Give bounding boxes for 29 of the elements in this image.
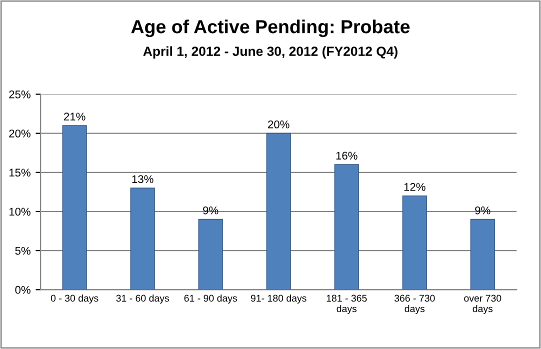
- data-label: 12%: [404, 183, 426, 191]
- x-tick-label: 61 - 90 days: [184, 294, 238, 304]
- chart-subtitle: April 1, 2012 - June 30, 2012 (FY2012 Q4): [143, 46, 398, 59]
- bar: [402, 195, 427, 290]
- bar: [130, 188, 155, 290]
- data-label: 9%: [203, 206, 218, 214]
- x-tick-label: 366 - 730 days: [394, 294, 435, 314]
- y-tick-label: 5%: [15, 246, 30, 255]
- data-label: 21%: [64, 112, 86, 120]
- bar: [266, 132, 291, 290]
- data-label: 13%: [132, 175, 154, 184]
- y-tick-label: 10%: [9, 208, 30, 216]
- x-tick-label: 91- 180 days: [250, 294, 306, 304]
- y-tick-label: 25%: [9, 90, 30, 98]
- data-label: 16%: [336, 152, 358, 160]
- data-label: 9%: [475, 206, 490, 214]
- y-tick-label: 20%: [9, 130, 30, 138]
- x-tick-label: 31 - 60 days: [116, 294, 169, 304]
- bar: [470, 218, 495, 290]
- bar: [198, 218, 223, 290]
- chart-title: Age of Active Pending: Probate: [131, 20, 410, 38]
- x-tick-label: 0 - 30 days: [50, 294, 98, 304]
- bar: [62, 125, 87, 290]
- data-label: 20%: [268, 120, 290, 128]
- y-tick-label: 0%: [15, 286, 30, 294]
- x-tick-label: over 730 days: [464, 294, 502, 314]
- x-tick-label: 181 - 365 days: [326, 294, 367, 314]
- bar: [334, 164, 359, 290]
- y-tick-label: 15%: [9, 168, 30, 177]
